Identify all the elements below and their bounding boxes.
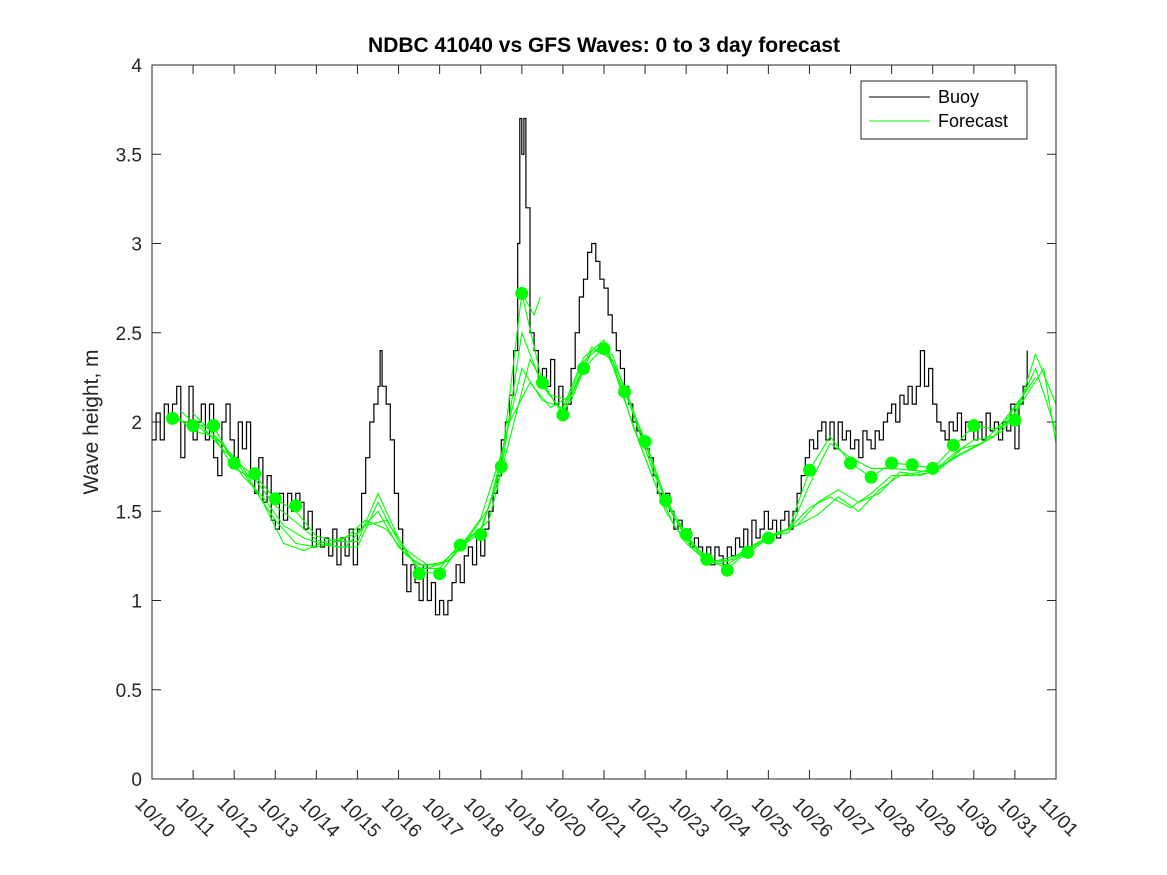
forecast-point — [926, 461, 940, 475]
forecast-point — [268, 492, 282, 506]
y-tick-label: 0.5 — [116, 681, 142, 702]
forecast-point — [967, 419, 981, 433]
forecast-point — [659, 494, 673, 507]
forecast-point — [741, 545, 755, 559]
forecast-point — [864, 470, 878, 484]
data-layer — [152, 117, 1057, 616]
legend-box — [860, 80, 1028, 140]
y-tick-label: 3.5 — [116, 145, 142, 166]
forecast-series-line — [192, 338, 1036, 566]
y-tick-label: 4 — [131, 56, 142, 77]
forecast-point — [597, 342, 611, 356]
forecast-point — [412, 567, 426, 581]
forecast-point — [905, 458, 919, 472]
forecast-point — [207, 419, 221, 433]
plot-frame — [151, 64, 1057, 780]
forecast-point — [248, 467, 262, 481]
forecast-point — [494, 460, 508, 474]
plot-area — [152, 65, 1056, 779]
y-tick-label: 1.5 — [116, 502, 142, 523]
forecast-point — [679, 528, 693, 541]
y-tick-label: 3 — [131, 235, 142, 256]
forecast-point — [844, 456, 857, 470]
forecast-point — [618, 385, 631, 399]
forecast-point — [761, 531, 775, 545]
forecast-point — [700, 552, 714, 566]
forecast-point — [720, 563, 734, 577]
forecast-point — [638, 435, 652, 449]
forecast-point — [946, 438, 960, 452]
legend: Buoy Forecast — [860, 80, 1028, 140]
y-tick-label: 2 — [131, 413, 142, 434]
legend-forecast-label: Forecast — [938, 111, 1008, 131]
y-axis-label: Wave height, m — [80, 349, 103, 494]
legend-buoy-label: Buoy — [938, 87, 979, 107]
forecast-point — [515, 287, 529, 300]
forecast-point — [186, 419, 200, 433]
forecast-point — [556, 408, 570, 422]
y-tick-label: 2.5 — [116, 324, 142, 345]
forecast-point — [453, 538, 467, 552]
forecast-point — [885, 456, 899, 470]
forecast-point — [803, 463, 816, 477]
forecast-point — [577, 362, 590, 375]
forecast-point — [1008, 413, 1022, 427]
forecast-point — [433, 567, 447, 581]
forecast-point — [166, 411, 179, 425]
forecast-point — [227, 456, 241, 470]
y-tick-label: 0 — [131, 770, 142, 791]
forecast-series-line — [200, 346, 1024, 570]
chart-title: NDBC 41040 vs GFS Waves: 0 to 3 day fore… — [368, 34, 840, 57]
y-tick-label: 1 — [131, 592, 142, 613]
forecast-point — [474, 528, 488, 541]
forecast-series-line — [521, 293, 541, 317]
forecast-point — [289, 499, 303, 513]
forecast-point — [535, 376, 549, 390]
